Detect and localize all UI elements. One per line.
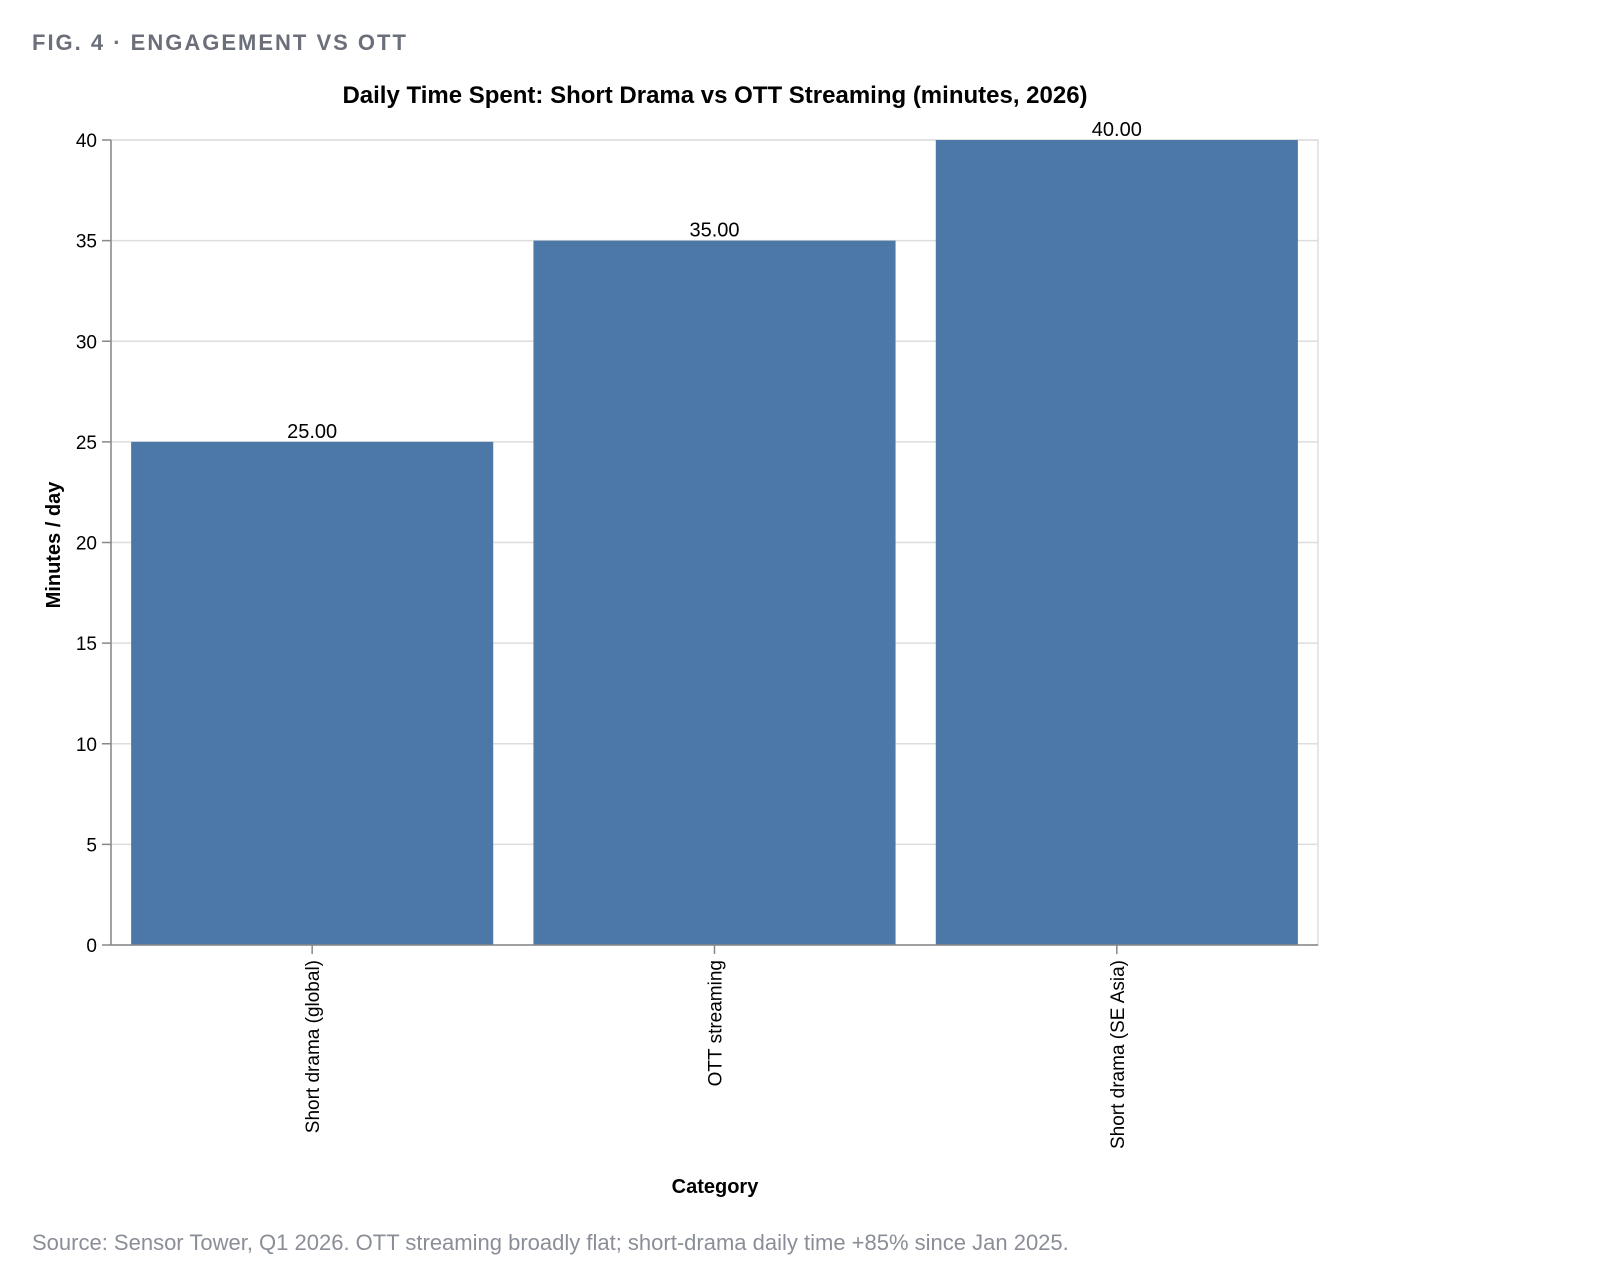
bar-value-labels: 25.00 35.00 40.00 (287, 119, 1142, 443)
bar-value-label: 40.00 (1092, 119, 1142, 141)
bar-value-label: 25.00 (287, 421, 337, 443)
y-tick-label: 40 (76, 131, 97, 152)
y-tick-label: 30 (76, 332, 97, 353)
bar (935, 140, 1298, 945)
x-tick-label: Short drama (global) (303, 960, 324, 1133)
bar-chart: Daily Time Spent: Short Drama vs OTT Str… (43, 82, 1319, 1198)
y-tick-label: 35 (76, 232, 97, 253)
chart-title: Daily Time Spent: Short Drama vs OTT Str… (342, 82, 1087, 109)
y-axis: 0 5 10 15 20 25 30 35 40 (76, 131, 112, 957)
x-tick-label: OTT streaming (706, 960, 727, 1086)
bar (533, 240, 896, 945)
y-tick-label: 15 (76, 634, 97, 655)
x-axis-title: Category (672, 1176, 760, 1198)
bar (131, 441, 494, 945)
x-axis: Short drama (global) OTT streaming Short d… (111, 944, 1318, 1149)
y-tick-label: 0 (86, 936, 97, 957)
bars (131, 140, 1298, 945)
figure-label: FIG. 4 · ENGAGEMENT VS OTT (32, 30, 408, 55)
x-tick-label: Short drama (SE Asia) (1108, 960, 1129, 1149)
y-axis-title: Minutes / day (43, 481, 65, 609)
y-tick-label: 10 (76, 735, 97, 756)
y-tick-label: 20 (76, 534, 97, 555)
bar-value-label: 35.00 (689, 220, 739, 242)
y-tick-label: 5 (86, 835, 97, 856)
y-tick-label: 25 (76, 433, 97, 454)
source-note: Source: Sensor Tower, Q1 2026. OTT strea… (32, 1230, 1069, 1255)
